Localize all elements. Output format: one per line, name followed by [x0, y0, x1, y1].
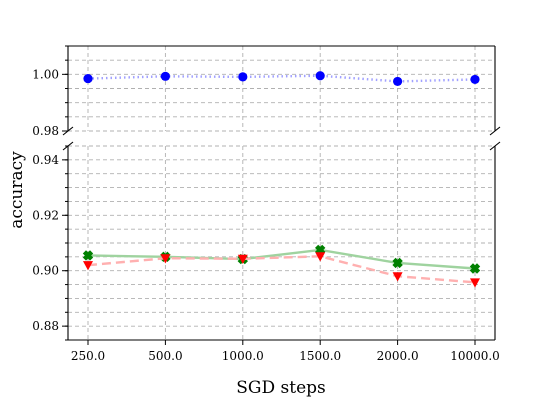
axes — [62, 45, 501, 345]
y-tick-label: 0.88 — [32, 319, 59, 333]
y-tick-label: 0.98 — [32, 124, 59, 138]
data-point — [82, 250, 94, 261]
x-tick-label: 500.0 — [148, 349, 182, 363]
y-axis-label: accuracy — [7, 151, 27, 229]
data-point — [315, 71, 325, 81]
axis-break-mark — [62, 141, 74, 151]
data-point — [83, 73, 93, 84]
data-point — [392, 257, 403, 269]
data-point — [83, 261, 93, 271]
axis-break-mark — [489, 141, 501, 151]
y-tick-label: 1.00 — [32, 67, 59, 81]
data-point — [237, 254, 248, 265]
x-tick-label: 2000.0 — [377, 349, 419, 363]
series-line — [87, 255, 476, 284]
series-layer — [82, 71, 481, 288]
x-axis-label: SGD steps — [236, 378, 325, 398]
x-tick-label: 250.0 — [71, 349, 105, 363]
grid — [68, 45, 495, 341]
y-tick-label: 0.92 — [32, 208, 59, 222]
data-point — [238, 72, 248, 82]
data-point — [393, 76, 403, 87]
data-point — [469, 263, 481, 274]
y-tick-label: 0.94 — [32, 153, 59, 167]
series-line — [87, 248, 476, 270]
data-point — [470, 278, 480, 288]
data-point — [315, 252, 326, 262]
x-tick-label: 1000.0 — [222, 349, 264, 363]
tick-labels: 0.98 1.00 0.88 0.90 0.92 0.94 250.0 500.0 1000.0… — [32, 67, 500, 363]
y-tick-label: 0.90 — [32, 264, 59, 278]
axis-break-mark — [62, 126, 74, 136]
data-point — [470, 74, 480, 85]
data-point — [160, 254, 171, 264]
data-point — [392, 272, 403, 282]
axis-break-mark — [489, 126, 501, 136]
series-line — [87, 74, 476, 83]
x-tick-label: 1500.0 — [299, 349, 341, 363]
data-point — [160, 71, 170, 81]
x-tick-label: 10000.0 — [450, 349, 500, 363]
